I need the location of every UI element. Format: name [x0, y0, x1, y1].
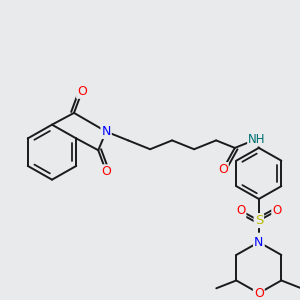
Text: N: N — [254, 234, 263, 247]
Text: O: O — [77, 85, 87, 98]
Text: O: O — [101, 165, 111, 178]
Text: O: O — [236, 204, 245, 217]
Text: S: S — [255, 214, 263, 227]
Text: N: N — [101, 125, 111, 138]
Text: O: O — [218, 163, 228, 176]
Text: N: N — [254, 236, 263, 249]
Text: O: O — [272, 204, 281, 217]
Text: O: O — [254, 287, 264, 300]
Text: NH: NH — [248, 133, 266, 146]
